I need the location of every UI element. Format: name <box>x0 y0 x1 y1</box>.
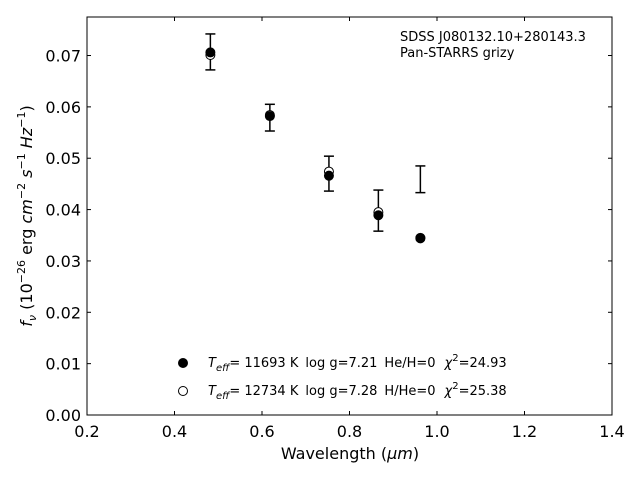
point-filled <box>205 47 216 58</box>
y-axis-ticks: 0.00 0.01 0.02 0.03 0.04 0.05 0.06 0.07 <box>45 47 612 425</box>
x-tick-label: 1.0 <box>424 422 449 441</box>
x-axis-ticks: 0.2 0.4 0.6 0.8 1.0 1.2 1.4 <box>74 17 625 441</box>
model-points <box>205 47 426 244</box>
error-bar <box>415 165 426 194</box>
x-tick-label: 0.2 <box>74 422 99 441</box>
x-tick-label: 0.4 <box>162 422 187 441</box>
legend-marker-open <box>178 386 188 396</box>
x-tick-label: 0.6 <box>249 422 274 441</box>
legend-marker-filled <box>178 358 188 368</box>
y-tick-label: 0.06 <box>45 98 81 117</box>
point-filled <box>373 210 384 221</box>
x-tick-label: 0.8 <box>337 422 362 441</box>
y-tick-label: 0.07 <box>45 47 81 66</box>
annotation-survey-name: Pan-STARRS grizy <box>400 46 515 61</box>
point-filled <box>264 111 275 122</box>
x-tick-label: 1.2 <box>512 422 537 441</box>
y-tick-label: 0.02 <box>45 303 81 322</box>
x-tick-label: 1.4 <box>599 422 624 441</box>
y-tick-label: 0.05 <box>45 149 81 168</box>
observed-error-bars <box>205 33 426 232</box>
point-filled <box>323 170 334 181</box>
annotation-object-name: SDSS J080132.10+280143.3 <box>400 30 586 45</box>
y-tick-label: 0.04 <box>45 201 81 220</box>
y-tick-label: 0.03 <box>45 252 81 271</box>
point-filled <box>415 233 426 244</box>
y-axis-label: fν (10−26 erg cm−2 s−1 Hz−1) <box>15 105 39 326</box>
y-tick-label: 0.00 <box>45 406 81 425</box>
y-tick-label: 0.01 <box>45 355 81 374</box>
x-axis-label: Wavelength (μm) <box>281 444 419 463</box>
